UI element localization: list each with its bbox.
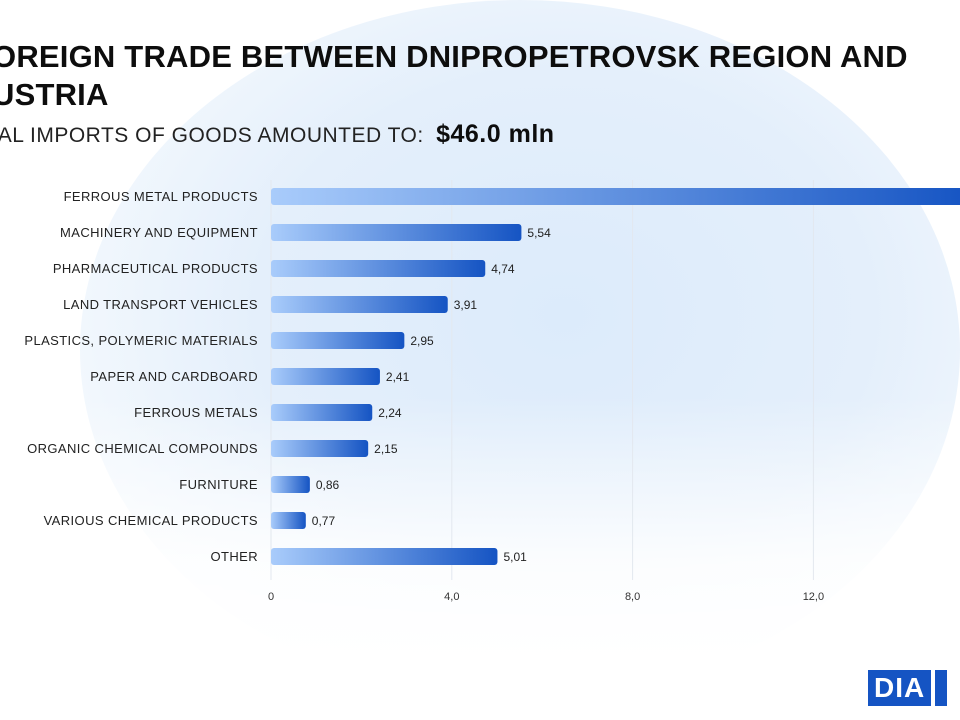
- bar: [271, 512, 306, 529]
- chart-subtitle: TAL IMPORTS OF GOODS AMOUNTED TO: $46.0 …: [0, 120, 555, 149]
- category-label: FURNITURE: [179, 477, 258, 492]
- x-tick-label: 12,0: [803, 591, 824, 603]
- value-label: 0,86: [316, 478, 340, 492]
- logo-side-mark: [935, 670, 948, 706]
- value-label: 3,91: [454, 298, 478, 312]
- value-label: 0,77: [312, 514, 336, 528]
- value-label: 2,24: [378, 406, 402, 420]
- dia-logo: DIA: [868, 670, 948, 706]
- category-label: PAPER AND CARDBOARD: [90, 369, 258, 384]
- value-label: 4,74: [491, 262, 515, 276]
- grid-lines: [270, 180, 814, 580]
- x-tick-label: 0: [268, 591, 274, 603]
- category-label: FERROUS METALS: [134, 405, 258, 420]
- bar: [271, 440, 369, 457]
- bar: [271, 332, 405, 349]
- value-label: 5,01: [503, 550, 527, 564]
- subtitle-amount: $46.0 mln: [436, 120, 555, 148]
- logo-text: DIA: [868, 670, 932, 706]
- category-label: OTHER: [211, 549, 259, 564]
- bar: [271, 476, 310, 493]
- bar: [271, 296, 448, 313]
- bar: [271, 188, 960, 205]
- bar: [271, 260, 486, 277]
- value-label: 2,41: [386, 370, 410, 384]
- bar: [271, 224, 522, 241]
- category-label: ORGANIC CHEMICAL COMPOUNDS: [27, 441, 258, 456]
- subtitle-prefix: TAL IMPORTS OF GOODS AMOUNTED TO:: [0, 124, 424, 147]
- bars: [271, 188, 960, 565]
- chart-title: OREIGN TRADE BETWEEN DNIPROPETROVSK REGI…: [0, 39, 908, 112]
- category-label: LAND TRANSPORT VEHICLES: [63, 297, 258, 312]
- category-label: VARIOUS CHEMICAL PRODUCTS: [44, 513, 258, 528]
- category-label: PLASTICS, POLYMERIC MATERIALS: [24, 333, 258, 348]
- value-label: 2,95: [410, 334, 434, 348]
- bar: [271, 368, 380, 385]
- value-label: 5,54: [527, 226, 551, 240]
- labels: 0 4,0 8,0 12,0 FERROUS METAL PRODUCTS MACHINE…: [24, 189, 824, 603]
- x-tick-label: 8,0: [625, 591, 640, 603]
- bar: [271, 548, 498, 565]
- x-tick-label: 4,0: [444, 591, 459, 603]
- category-label: MACHINERY AND EQUIPMENT: [60, 225, 258, 240]
- value-label: 2,15: [374, 442, 398, 456]
- category-label: PHARMACEUTICAL PRODUCTS: [53, 261, 258, 276]
- category-label: FERROUS METAL PRODUCTS: [64, 189, 258, 204]
- bar: [271, 404, 373, 421]
